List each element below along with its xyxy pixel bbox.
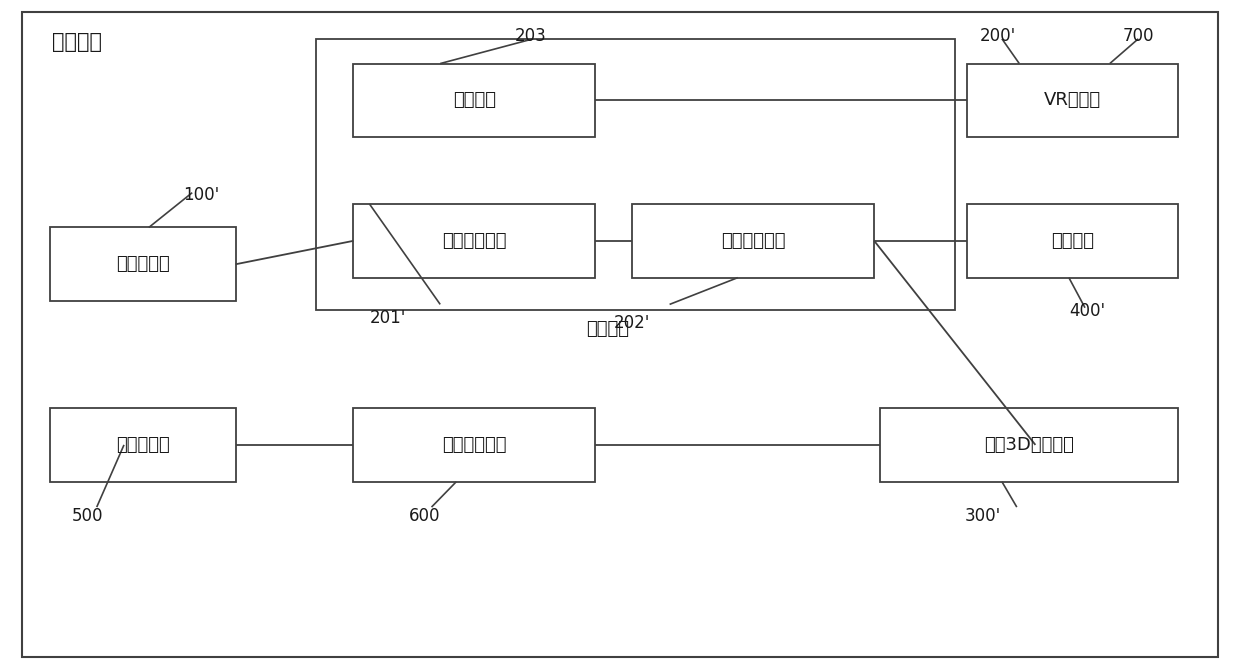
Text: 100': 100' <box>184 186 219 204</box>
Bar <box>632 204 874 278</box>
Text: 201': 201' <box>370 309 405 327</box>
Bar <box>50 227 236 301</box>
Bar <box>353 408 595 482</box>
Text: 第二处理单元: 第二处理单元 <box>720 232 786 250</box>
Text: VR显示器: VR显示器 <box>1044 92 1101 109</box>
Text: 第一处理单元: 第一处理单元 <box>441 232 507 250</box>
Text: 裸眼3D显示设备: 裸眼3D显示设备 <box>985 436 1074 454</box>
Bar <box>880 408 1178 482</box>
Bar <box>316 39 955 310</box>
Bar <box>353 64 595 137</box>
Bar <box>353 204 595 278</box>
Text: 手术显微镜: 手术显微镜 <box>115 256 170 273</box>
Text: 数据传输模块: 数据传输模块 <box>441 436 507 454</box>
Bar <box>50 408 236 482</box>
Text: 显示系统: 显示系统 <box>52 32 102 52</box>
Text: 600: 600 <box>409 507 440 525</box>
Text: 400': 400' <box>1069 302 1105 320</box>
Bar <box>967 64 1178 137</box>
Text: 投影屏幕: 投影屏幕 <box>1052 232 1094 250</box>
Text: 200': 200' <box>980 27 1016 45</box>
Bar <box>967 204 1178 278</box>
Text: 500: 500 <box>72 507 103 525</box>
Text: 202': 202' <box>614 314 650 332</box>
Text: 处理装置: 处理装置 <box>587 320 629 338</box>
Text: 300': 300' <box>965 507 1001 525</box>
Text: 700: 700 <box>1122 27 1153 45</box>
Text: 双摄像头组: 双摄像头组 <box>115 436 170 454</box>
Text: 接收模块: 接收模块 <box>453 92 496 109</box>
Text: 203: 203 <box>515 27 547 45</box>
